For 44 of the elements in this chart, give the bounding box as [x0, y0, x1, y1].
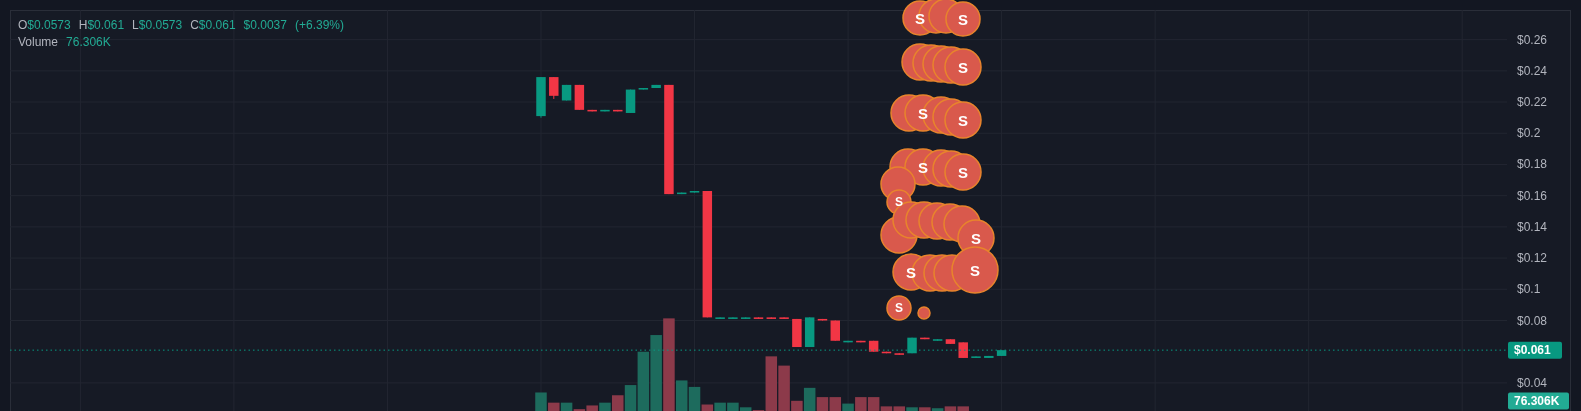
text: S — [957, 163, 969, 181]
bar — [624, 385, 637, 411]
bar — [548, 402, 560, 411]
text: S — [970, 229, 982, 247]
bar — [663, 318, 675, 411]
y-tick-label: $0.18 — [1517, 157, 1548, 172]
bar — [535, 392, 547, 411]
bar — [919, 407, 931, 411]
text: S — [957, 58, 969, 76]
bar — [675, 380, 688, 411]
bar — [560, 402, 573, 411]
y-tick-label: $0.04 — [1517, 375, 1548, 390]
bar — [612, 395, 624, 411]
y-tick-label: $0.12 — [1517, 251, 1548, 266]
y-tick-label: $0.08 — [1517, 313, 1548, 328]
text: S — [917, 104, 929, 122]
y-tick-label: $0.26 — [1517, 32, 1548, 47]
y-tick-label: $0.22 — [1517, 95, 1548, 110]
bar — [816, 397, 829, 411]
bar — [688, 386, 701, 411]
bar — [906, 407, 918, 411]
y-tick-label: $0.16 — [1517, 188, 1548, 203]
candlestick — [549, 76, 559, 100]
chart-title: O$0.0573 H$0.061 L$0.0573 C$0.061 $0.0037 (+6.39%) — [18, 18, 344, 32]
ref-line-label: $0.061 — [1514, 343, 1552, 358]
text: S — [917, 158, 929, 176]
y-tick-label: $0.2 — [1517, 126, 1541, 141]
text: S — [905, 263, 917, 281]
y-tick-label: $0.1 — [1517, 282, 1541, 297]
text: S — [957, 111, 969, 129]
text: 76.306K — [1514, 394, 1560, 408]
y-tick-label: $0.24 — [1517, 63, 1548, 78]
text: S — [894, 195, 904, 209]
annotation: S — [914, 9, 926, 27]
chart-title: Volume 76.306K — [18, 35, 111, 49]
y-tick-label: $0.14 — [1517, 219, 1548, 234]
bar — [829, 397, 842, 411]
text: S — [894, 301, 904, 315]
text: S — [969, 261, 981, 279]
bar — [842, 403, 854, 411]
bar — [599, 402, 611, 411]
bar — [931, 408, 944, 411]
bar — [803, 387, 816, 411]
text: S — [957, 10, 969, 28]
